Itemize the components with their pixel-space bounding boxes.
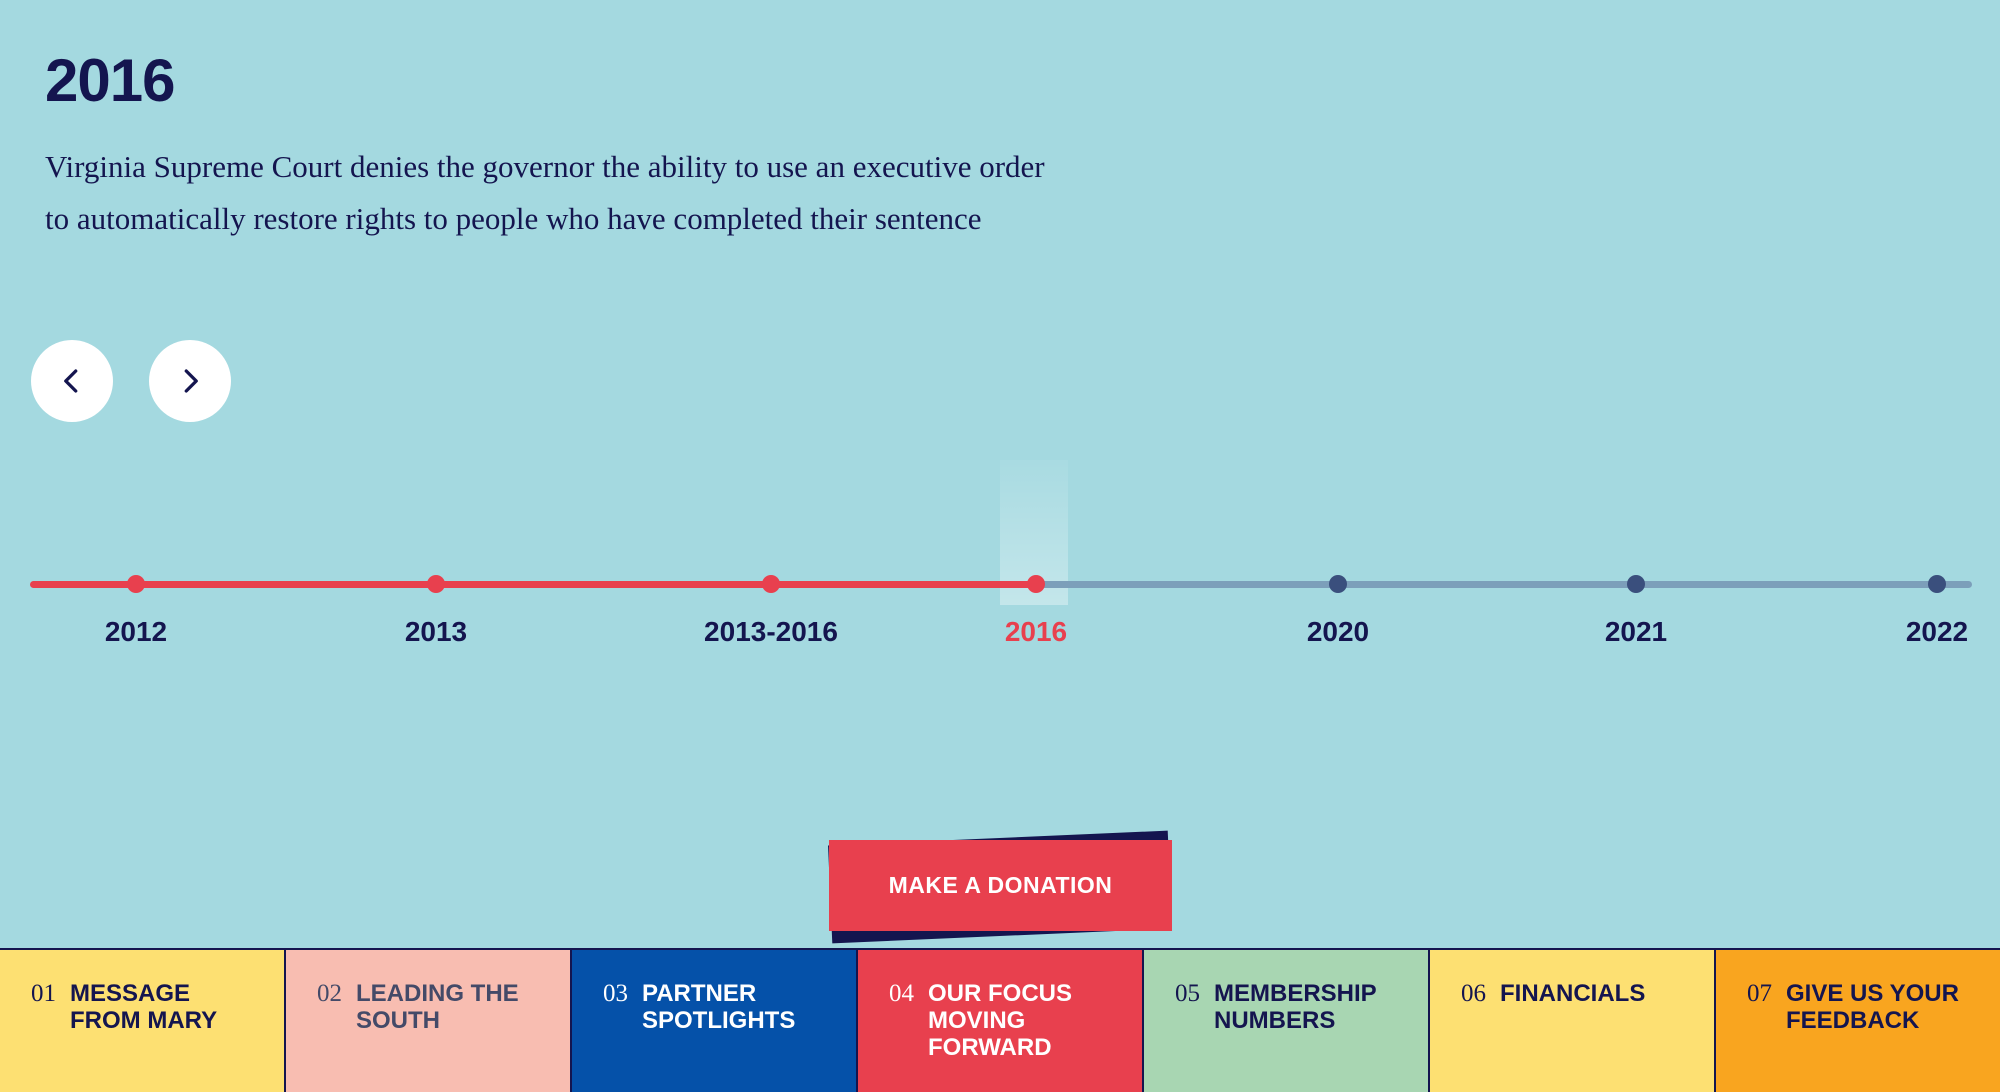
- timeline-track-upcoming: [1038, 581, 1972, 588]
- timeline-year-label: 2021: [1604, 616, 1668, 647]
- section-tab-message-from-mary[interactable]: 01 MESSAGE FROM MARY: [0, 950, 286, 1092]
- timeline-year-label: 2013: [404, 616, 468, 647]
- timeline-dot: [1027, 575, 1045, 593]
- timeline-year-2012[interactable]: 2012: [16, 440, 256, 680]
- timeline-dot: [1627, 575, 1645, 593]
- chevron-left-icon: [64, 369, 78, 393]
- section-number: 07: [1747, 980, 1772, 1007]
- section-number: 06: [1461, 980, 1486, 1007]
- section-tab-give-us-your-feedback[interactable]: 07 GIVE US YOUR FEEDBACK: [1716, 950, 2000, 1092]
- timeline-year-label: 2016: [1004, 616, 1068, 647]
- section-tab-financials[interactable]: 06 FINANCIALS: [1430, 950, 1716, 1092]
- section-number: 01: [31, 980, 56, 1007]
- timeline-year-2020[interactable]: 2020: [1218, 440, 1458, 680]
- chevron-right-icon: [184, 369, 198, 393]
- section-tab-leading-the-south[interactable]: 02 LEADING THE SOUTH: [286, 950, 572, 1092]
- previous-event-button[interactable]: [31, 340, 113, 422]
- section-number: 03: [603, 980, 628, 1007]
- next-event-button[interactable]: [149, 340, 231, 422]
- timeline-dot: [1928, 575, 1946, 593]
- timeline-year-label: 2012: [104, 616, 168, 647]
- timeline-dot: [427, 575, 445, 593]
- event-year-heading: 2016: [45, 47, 175, 114]
- section-tab-membership-numbers[interactable]: 05 MEMBERSHIP NUMBERS: [1144, 950, 1430, 1092]
- timeline-dot: [762, 575, 780, 593]
- make-donation-button[interactable]: MAKE A DONATION: [829, 840, 1172, 931]
- section-number: 02: [317, 980, 342, 1007]
- timeline-year-label: 2020: [1306, 616, 1370, 647]
- section-label: LEADING THE SOUTH: [356, 980, 519, 1034]
- timeline-year-2013-2016[interactable]: 2013-2016: [651, 440, 891, 680]
- timeline-year-2016[interactable]: 2016: [916, 440, 1156, 680]
- timeline-year-2013[interactable]: 2013: [316, 440, 556, 680]
- section-label: MEMBERSHIP NUMBERS: [1214, 980, 1377, 1034]
- timeline-year-label: 2022: [1905, 616, 1969, 647]
- section-label: PARTNER SPOTLIGHTS: [642, 980, 796, 1034]
- timeline-year-label: 2013-2016: [704, 616, 838, 647]
- section-tab-our-focus-moving-forward[interactable]: 04 OUR FOCUS MOVING FORWARD: [858, 950, 1144, 1092]
- section-label: FINANCIALS: [1500, 980, 1646, 1007]
- timeline-dot: [1329, 575, 1347, 593]
- section-number: 05: [1175, 980, 1200, 1007]
- event-description: Virginia Supreme Court denies the govern…: [45, 149, 1045, 236]
- timeline-track-completed: [30, 581, 1040, 588]
- section-number: 04: [889, 980, 914, 1007]
- section-label: OUR FOCUS MOVING FORWARD: [928, 980, 1072, 1061]
- section-tab-partner-spotlights[interactable]: 03 PARTNER SPOTLIGHTS: [572, 950, 858, 1092]
- donate-cta: MAKE A DONATION: [826, 830, 1176, 944]
- timeline-year-2022[interactable]: 2022: [1817, 440, 2000, 680]
- section-label: MESSAGE FROM MARY: [70, 980, 218, 1034]
- section-label: GIVE US YOUR FEEDBACK: [1786, 980, 1959, 1034]
- section-navigation: 01 MESSAGE FROM MARY 02 LEADING THE SOUT…: [0, 948, 2000, 1092]
- timeline: 2012 2013 2013-2016 2016 2020 2021 2022: [0, 440, 2000, 680]
- timeline-year-2021[interactable]: 2021: [1516, 440, 1756, 680]
- timeline-dot: [127, 575, 145, 593]
